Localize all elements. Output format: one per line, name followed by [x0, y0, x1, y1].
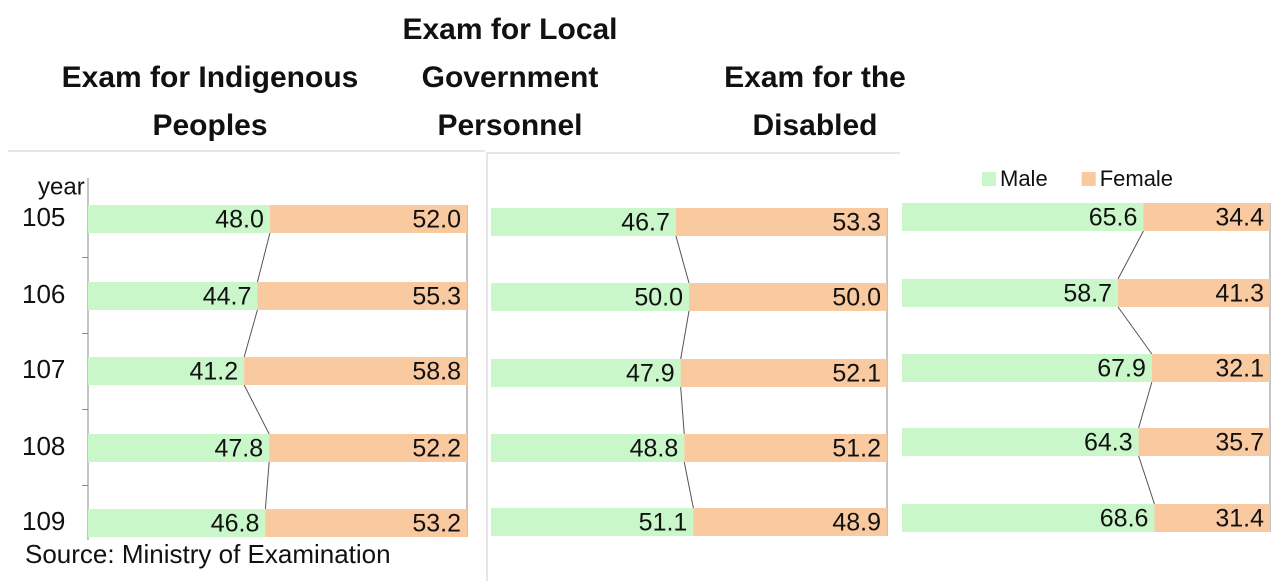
chart-title: Exam for Local Government Personnel: [402, 13, 618, 142]
y-tick-label: 107: [22, 354, 65, 384]
bar-segment: [88, 434, 270, 462]
series-line: [1138, 381, 1153, 429]
bar-segment: [1118, 279, 1270, 307]
bar-segment: [491, 359, 681, 387]
bar-segment: [1151, 354, 1270, 382]
bar-segment: [1154, 504, 1270, 532]
bar-segment: [88, 357, 245, 385]
chart-title: Exam for Indigenous Peoples: [61, 61, 359, 142]
series-line: [1138, 455, 1155, 505]
series-line: [680, 310, 690, 360]
y-tick-label: 105: [22, 202, 65, 232]
source: Source: Ministry of Examination: [25, 539, 391, 569]
series-line: [256, 232, 271, 283]
data-label: 50.0: [832, 284, 881, 312]
bar-segment: [265, 509, 467, 537]
series-line: [675, 235, 690, 284]
y-tick-label: 108: [22, 431, 65, 461]
bar-segment: [491, 508, 694, 536]
bar-segment: [902, 428, 1139, 456]
data-label: 58.7: [1063, 280, 1112, 308]
data-label: 53.2: [412, 510, 461, 538]
y-axis-label: year: [38, 173, 85, 200]
data-label: 44.7: [203, 283, 252, 311]
chart-title: Exam for the Disabled: [724, 61, 906, 142]
bar-segment: [684, 434, 887, 462]
data-label: 52.2: [412, 435, 461, 463]
data-label: 48.0: [215, 206, 264, 234]
bar-segment: [902, 504, 1155, 532]
bar-segment: [491, 283, 689, 311]
data-label: 48.8: [630, 435, 679, 463]
data-label: 65.6: [1089, 204, 1138, 232]
data-label: 46.8: [211, 510, 260, 538]
data-label: 68.6: [1100, 505, 1149, 533]
data-label: 58.8: [412, 358, 461, 386]
data-label: 64.3: [1084, 429, 1133, 457]
data-label: 67.9: [1097, 355, 1146, 383]
bar-segment: [244, 357, 467, 385]
bar-segment: [693, 508, 887, 536]
data-label: 41.2: [189, 358, 238, 386]
data-label: 34.4: [1215, 204, 1264, 232]
series-line: [1117, 230, 1144, 280]
legend-swatch: [982, 172, 996, 186]
bar-segment: [902, 354, 1152, 382]
bar-segment: [88, 282, 258, 310]
data-label: 47.8: [214, 435, 263, 463]
data-label: 53.3: [832, 209, 881, 237]
series-line: [683, 461, 694, 509]
legend-label: Male: [1000, 166, 1048, 191]
series-line: [243, 384, 270, 435]
bar-segment: [902, 203, 1144, 231]
bar-segment: [1143, 203, 1270, 231]
data-label: 50.0: [634, 284, 683, 312]
bar-segment: [1138, 428, 1270, 456]
data-label: 41.3: [1215, 280, 1264, 308]
series-line: [1117, 306, 1153, 355]
data-label: 51.2: [832, 435, 881, 463]
bar-segment: [88, 205, 270, 233]
data-label: 51.1: [639, 509, 688, 537]
data-label: 47.9: [626, 360, 675, 388]
bar-segment: [269, 205, 467, 233]
bar-segment: [675, 208, 887, 236]
bar-segment: [902, 279, 1119, 307]
data-label: 52.0: [412, 206, 461, 234]
y-tick-label: 106: [22, 279, 65, 309]
data-label: 52.1: [832, 360, 881, 388]
data-label: 32.1: [1215, 355, 1264, 383]
bar-segment: [491, 208, 676, 236]
bar-segment: [257, 282, 467, 310]
bar-segment: [680, 359, 887, 387]
bar-segment: [88, 509, 266, 537]
data-label: 48.9: [832, 509, 881, 537]
legend-swatch: [1081, 172, 1096, 186]
data-label: 31.4: [1215, 505, 1264, 533]
data-label: 55.3: [412, 283, 461, 311]
legend-label: Female: [1100, 166, 1173, 191]
series-line: [243, 309, 258, 358]
series-line: [264, 461, 270, 510]
bar-segment: [689, 283, 887, 311]
y-tick-label: 109: [22, 506, 65, 536]
bar-segment: [491, 434, 685, 462]
series-line: [680, 386, 685, 435]
bar-segment: [269, 434, 467, 462]
data-label: 35.7: [1215, 429, 1264, 457]
data-label: 46.7: [621, 209, 670, 237]
